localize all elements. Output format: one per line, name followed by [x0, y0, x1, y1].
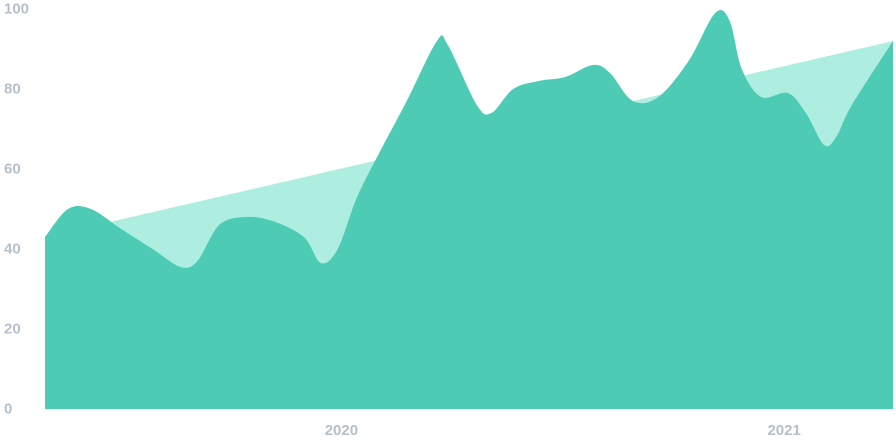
y-tick-label: 40: [4, 241, 21, 258]
x-axis: 2020 2021: [325, 422, 801, 439]
x-tick-label: 2020: [325, 422, 358, 439]
y-tick-label: 80: [4, 81, 21, 98]
y-tick-label: 100: [4, 1, 29, 18]
y-tick-label: 60: [4, 161, 21, 178]
actual-area: [45, 10, 893, 409]
y-axis: 0 20 40 60 80 100: [4, 1, 29, 418]
y-tick-label: 0: [4, 401, 12, 418]
y-tick-label: 20: [4, 321, 21, 338]
plot-area: [45, 10, 893, 409]
x-tick-label: 2021: [767, 422, 800, 439]
